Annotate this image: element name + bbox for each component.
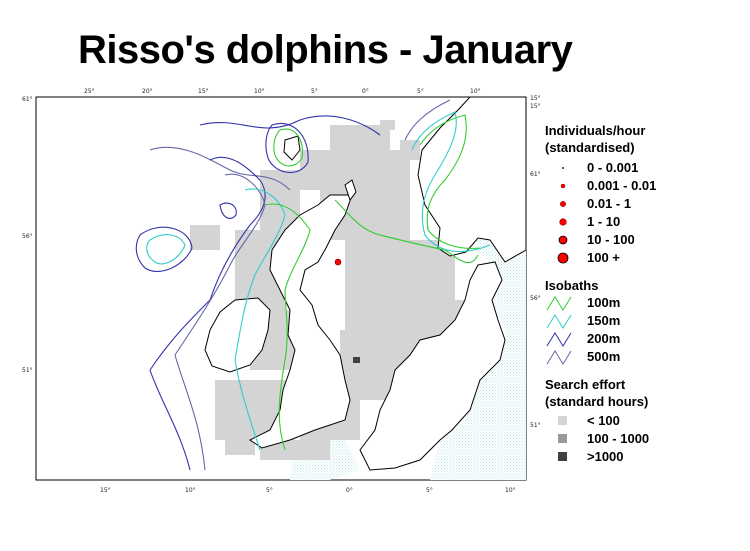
individuals-legend-label: 0.01 - 1 [587, 196, 632, 211]
dot-symbol [560, 183, 566, 189]
isobath-legend-label: 200m [587, 331, 621, 346]
map-legend: Individuals/hour (standardised) 0 - 0.00… [545, 122, 745, 466]
individuals-legend-header-2: (standardised) [545, 140, 635, 155]
top-tick-label: 0° [362, 88, 369, 95]
top-tick-label: 5° [311, 88, 318, 95]
shetland-land [344, 179, 357, 202]
individuals-legend-item: 1 - 10 [545, 213, 745, 231]
effort-legend-item: >1000 [545, 448, 745, 466]
sighting-marker[interactable] [334, 258, 342, 266]
top-tick-label: 15° [198, 88, 209, 95]
individuals-legend-item: 10 - 100 [545, 231, 745, 249]
effort-high-cell [353, 357, 360, 363]
continent-land [359, 261, 506, 471]
dot-symbol [559, 218, 567, 226]
isobath-legend-item: 500m [545, 348, 745, 366]
page-title: Risso's dolphins - January [78, 28, 573, 72]
right-top-tick-label: 15° [530, 95, 541, 102]
dot-symbol [557, 252, 569, 264]
isobath-symbol [546, 350, 572, 365]
effort-legend-header-1: Search effort [545, 377, 626, 392]
bottom-tick-label: 5° [426, 487, 433, 494]
top-axis: 25° 20° 15° 10° 5° 0° 5° 10° [84, 88, 481, 95]
great-britain-land [249, 194, 353, 449]
right-top-tick-label: 15° [530, 103, 541, 110]
individuals-legend-label: 0.001 - 0.01 [587, 178, 657, 193]
effort-legend-header-2: (standard hours) [545, 394, 649, 409]
left-tick-label: 61° [22, 96, 33, 103]
effort-legend-label: 100 - 1000 [587, 431, 650, 446]
individuals-legend-label: 0 - 0.001 [587, 160, 639, 175]
scandinavia-land [417, 97, 526, 263]
top-tick-label: 10° [254, 88, 265, 95]
effort-legend-label: >1000 [587, 449, 624, 464]
isobath-symbol [546, 332, 572, 347]
isobath-legend-label: 500m [587, 349, 621, 364]
dot-symbol [562, 167, 564, 169]
isobath-legend-item: 100m [545, 294, 745, 312]
bottom-tick-label: 5° [266, 487, 273, 494]
isobath-legend-item: 150m [545, 312, 745, 330]
isobath-legend-label: 150m [587, 313, 621, 328]
bottom-axis: 15° 10° 5° 0° 5° 10° [100, 487, 516, 494]
individuals-legend-label: 1 - 10 [587, 214, 621, 229]
top-tick-label: 20° [142, 88, 153, 95]
top-tick-label: 10° [470, 88, 481, 95]
right-tick-label: 61° [530, 171, 541, 178]
isobaths-legend-header: Isobaths [545, 278, 599, 293]
individuals-legend-item: 0 - 0.001 [545, 159, 745, 177]
top-tick-label: 5° [417, 88, 424, 95]
effort-swatch [558, 416, 567, 425]
left-tick-label: 51° [22, 367, 33, 374]
effort-legend-label: < 100 [587, 413, 620, 428]
effort-swatch [558, 452, 567, 461]
bottom-tick-label: 10° [185, 487, 196, 494]
right-axis: 15° 15° 61° 56° 51° [530, 95, 541, 429]
right-tick-label: 51° [530, 422, 541, 429]
dot-symbol [560, 201, 566, 207]
faroe-land [283, 135, 301, 161]
individuals-legend-label: 10 - 100 [587, 232, 635, 247]
right-tick-label: 56° [530, 295, 541, 302]
individuals-legend-header-1: Individuals/hour [545, 123, 646, 138]
bottom-tick-label: 0° [346, 487, 353, 494]
isobath-layer [135, 99, 491, 471]
effort-swatch [558, 434, 567, 443]
isobath-symbol [546, 296, 572, 311]
left-tick-label: 56° [22, 233, 33, 240]
individuals-legend-item: 100 + [545, 249, 745, 267]
individuals-legend-label: 100 + [587, 250, 620, 265]
ireland-land [204, 297, 271, 373]
isobath-legend-item: 200m [545, 330, 745, 348]
individuals-legend-item: 0.01 - 1 [545, 195, 745, 213]
bottom-tick-label: 10° [505, 487, 516, 494]
bottom-tick-label: 15° [100, 487, 111, 494]
dot-symbol [558, 235, 568, 245]
individuals-legend-item: 0.001 - 0.01 [545, 177, 745, 195]
isobath-legend-label: 100m [587, 295, 621, 310]
effort-legend-item: < 100 [545, 412, 745, 430]
effort-legend-item: 100 - 1000 [545, 430, 745, 448]
left-axis: 61° 56° 51° [22, 96, 33, 374]
top-tick-label: 25° [84, 88, 95, 95]
isobath-symbol [546, 314, 572, 329]
